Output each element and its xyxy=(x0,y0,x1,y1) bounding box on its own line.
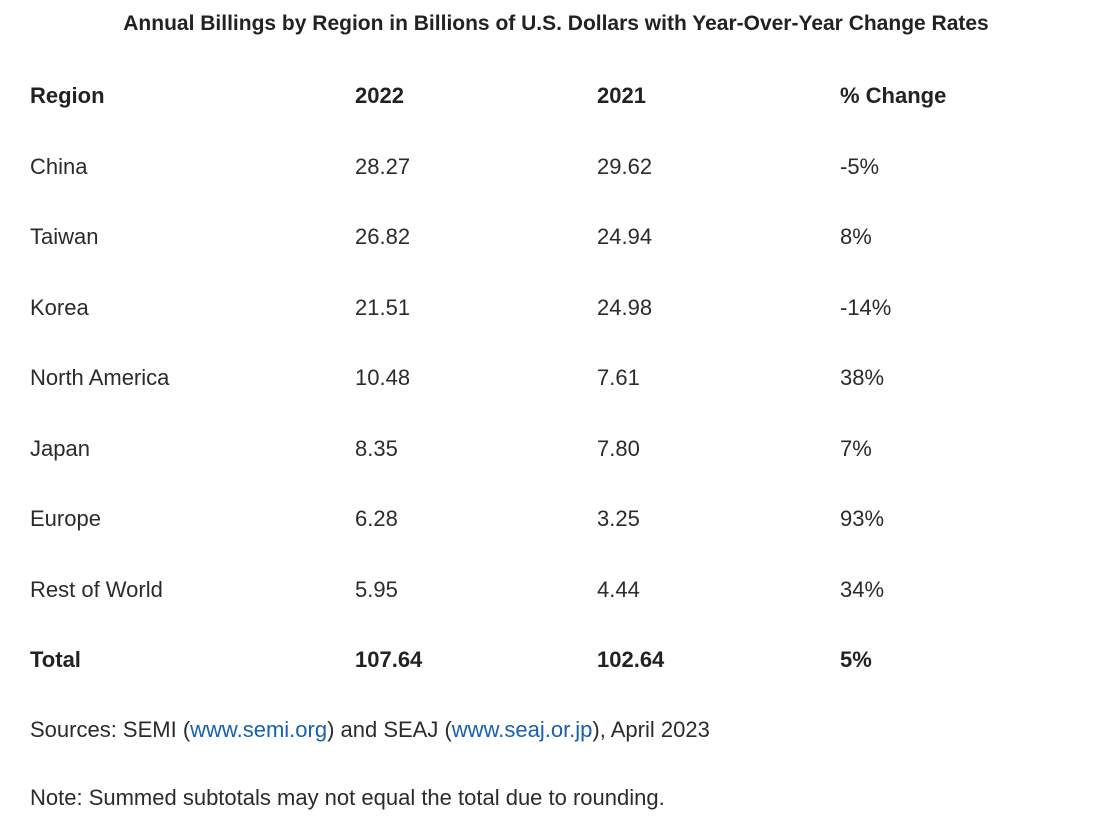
cell: Total xyxy=(30,647,81,672)
cell: Region xyxy=(30,83,105,108)
table-title: Annual Billings by Region in Billions of… xyxy=(123,12,989,35)
cell: 2022 xyxy=(355,83,404,108)
cell: 5% xyxy=(840,647,872,672)
table-row: Rest of World 5.95 4.44 34% xyxy=(0,577,1112,607)
sources-prefix: Sources: SEMI ( xyxy=(30,717,191,742)
cell: 107.64 xyxy=(355,647,423,672)
cell: 8.35 xyxy=(355,435,398,461)
cell: % Change xyxy=(840,83,947,108)
table-row: North America 10.48 7.61 38% xyxy=(0,365,1112,395)
cell: -5% xyxy=(840,153,880,179)
cell: 38% xyxy=(840,365,885,390)
cell: North America xyxy=(30,365,170,390)
cell: 102.64 xyxy=(597,647,665,672)
cell: Japan xyxy=(30,435,90,461)
cell: 93% xyxy=(840,506,885,531)
cell: 29.62 xyxy=(597,153,653,179)
cell: 26.82 xyxy=(355,224,411,249)
semi-link[interactable]: www.semi.org xyxy=(190,717,328,742)
total-row: Total 107.64 102.64 5% xyxy=(0,647,1112,677)
table-row: Taiwan 26.82 24.94 8% xyxy=(0,224,1112,254)
table-row: China 28.27 29.62 -5% xyxy=(0,154,1112,184)
cell: 2021 xyxy=(597,83,646,108)
cell: 10.48 xyxy=(355,365,411,390)
cell: 34% xyxy=(840,576,885,602)
cell: 3.25 xyxy=(597,506,640,531)
cell: -14% xyxy=(840,294,892,320)
cell: 24.94 xyxy=(597,224,653,249)
cell: Rest of World xyxy=(30,576,163,602)
cell: Europe xyxy=(30,506,101,531)
cell: 21.51 xyxy=(355,294,411,320)
header-row: Region 2022 2021 % Change xyxy=(0,83,1112,113)
sources-line: Sources: SEMI (www.semi.org) and SEAJ (w… xyxy=(30,717,710,743)
table-row: Europe 6.28 3.25 93% xyxy=(0,506,1112,536)
seaj-link[interactable]: www.seaj.or.jp xyxy=(451,717,593,742)
cell: 5.95 xyxy=(355,576,398,602)
note: Note: Summed subtotals may not equal the… xyxy=(30,785,665,810)
sources-suffix: ), April 2023 xyxy=(592,717,710,742)
table-row: Korea 21.51 24.98 -14% xyxy=(0,295,1112,325)
sources-middle: ) and SEAJ ( xyxy=(327,717,452,742)
cell: 7.61 xyxy=(597,365,640,390)
cell: 7.80 xyxy=(597,435,640,461)
cell: 4.44 xyxy=(597,576,640,602)
cell: 8% xyxy=(840,224,872,249)
cell: Korea xyxy=(30,294,89,320)
cell: 6.28 xyxy=(355,506,398,531)
table-row: Japan 8.35 7.80 7% xyxy=(0,436,1112,466)
cell: Taiwan xyxy=(30,224,99,249)
cell: 7% xyxy=(840,435,872,461)
cell: China xyxy=(30,153,88,179)
cell: 24.98 xyxy=(597,294,653,320)
cell: 28.27 xyxy=(355,153,411,179)
